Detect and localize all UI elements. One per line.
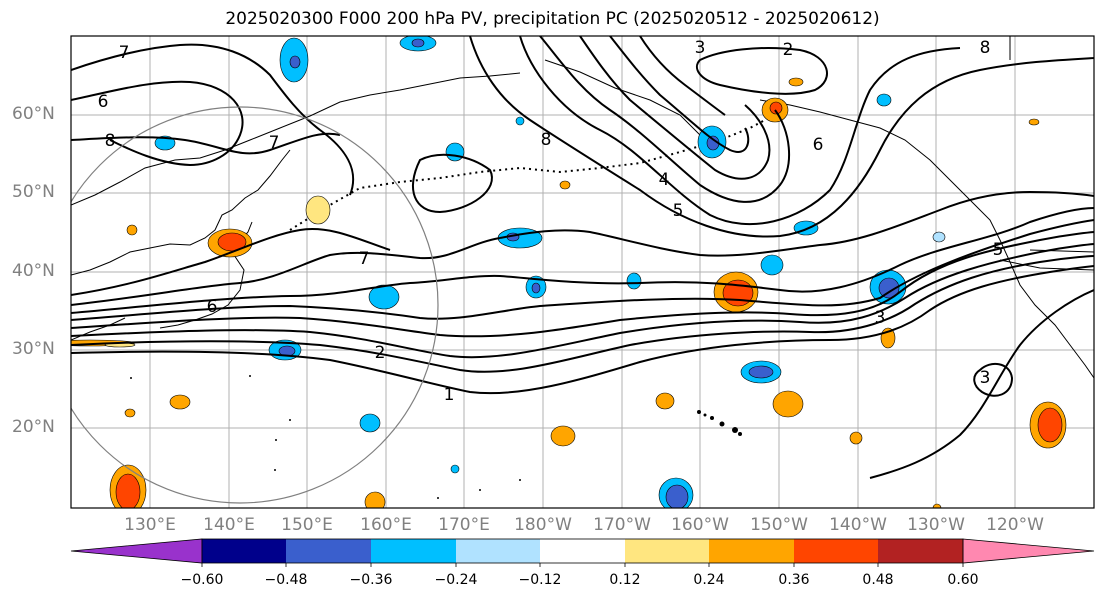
contour-label: 7 <box>119 43 130 63</box>
contour-label: 8 <box>980 38 991 58</box>
colorbar-segment <box>625 539 709 563</box>
pv-contours <box>71 36 1094 479</box>
graticule <box>71 36 1094 508</box>
contour-label: 6 <box>98 92 109 112</box>
colorbar-tick-label: 0.48 <box>862 572 894 588</box>
contour-label: 5 <box>673 201 684 221</box>
contour-label: 8 <box>105 131 116 151</box>
lat-label: 20°N <box>12 417 55 437</box>
colorbar-segment <box>540 539 625 563</box>
contour-label: 1 <box>444 385 455 405</box>
contour-label: 7 <box>359 249 370 269</box>
contour-label: 2 <box>783 40 794 60</box>
lon-label: 160°W <box>671 515 729 535</box>
lon-label: 120°W <box>986 515 1044 535</box>
lon-label: 180°W <box>514 515 572 535</box>
colorbar-segment <box>709 539 794 563</box>
lon-label: 130°W <box>907 515 965 535</box>
lon-label: 130°E <box>124 515 176 535</box>
contour-label: 7 <box>269 133 280 153</box>
lon-label: 140°W <box>829 515 887 535</box>
lat-label: 60°N <box>12 104 55 124</box>
coastlines <box>71 36 1094 379</box>
map-frame <box>70 35 1095 509</box>
colorbar-segment <box>371 539 456 563</box>
colorbar-tick-label: −0.12 <box>518 572 562 588</box>
islands <box>130 375 742 499</box>
contour-label: 5 <box>993 240 1004 260</box>
colorbar-tick-label: 0.36 <box>778 572 810 588</box>
colorbar-tick-label: −0.48 <box>264 572 308 588</box>
contour-label: 3 <box>875 308 886 328</box>
colorbar-tick-label: −0.24 <box>434 572 478 588</box>
colorbar <box>70 538 1095 567</box>
contour-labels: 7 6 8 7 7 6 2 1 3 2 8 8 6 4 5 5 3 3 <box>98 38 1004 405</box>
colorbar-extend-left <box>70 538 203 564</box>
lon-label: 150°W <box>750 515 808 535</box>
lon-label: 170°E <box>438 515 490 535</box>
colorbar-segment <box>794 539 878 563</box>
contour-label: 6 <box>207 297 218 317</box>
lon-label: 140°E <box>203 515 255 535</box>
contour-label: 8 <box>541 130 552 150</box>
lon-label: 150°E <box>281 515 333 535</box>
lon-label: 170°W <box>593 515 651 535</box>
contour-label: 2 <box>375 343 386 363</box>
colorbar-extend-right <box>962 538 1095 564</box>
colorbar-tick-label: −0.36 <box>349 572 393 588</box>
lat-label: 40°N <box>12 261 55 281</box>
contour-label: 6 <box>813 135 824 155</box>
lat-label: 30°N <box>12 339 55 359</box>
colorbar-segment <box>878 539 963 563</box>
contour-label: 3 <box>980 368 991 388</box>
colorbar-segment <box>202 539 286 563</box>
contour-label: 3 <box>695 38 706 58</box>
lat-label: 50°N <box>12 182 55 202</box>
colorbar-segment <box>456 539 540 563</box>
colorbar-tick-label: −0.60 <box>180 572 224 588</box>
colorbar-tick-label: 0.12 <box>609 572 641 588</box>
lon-label: 160°E <box>360 515 412 535</box>
map-title: 2025020300 F000 200 hPa PV, precipitatio… <box>225 9 880 29</box>
colorbar-segment <box>286 539 371 563</box>
colorbar-tick-label: 0.24 <box>693 572 725 588</box>
contour-label: 4 <box>659 170 670 190</box>
colorbar-tick-label: 0.60 <box>947 572 979 588</box>
region-circle <box>71 106 439 504</box>
